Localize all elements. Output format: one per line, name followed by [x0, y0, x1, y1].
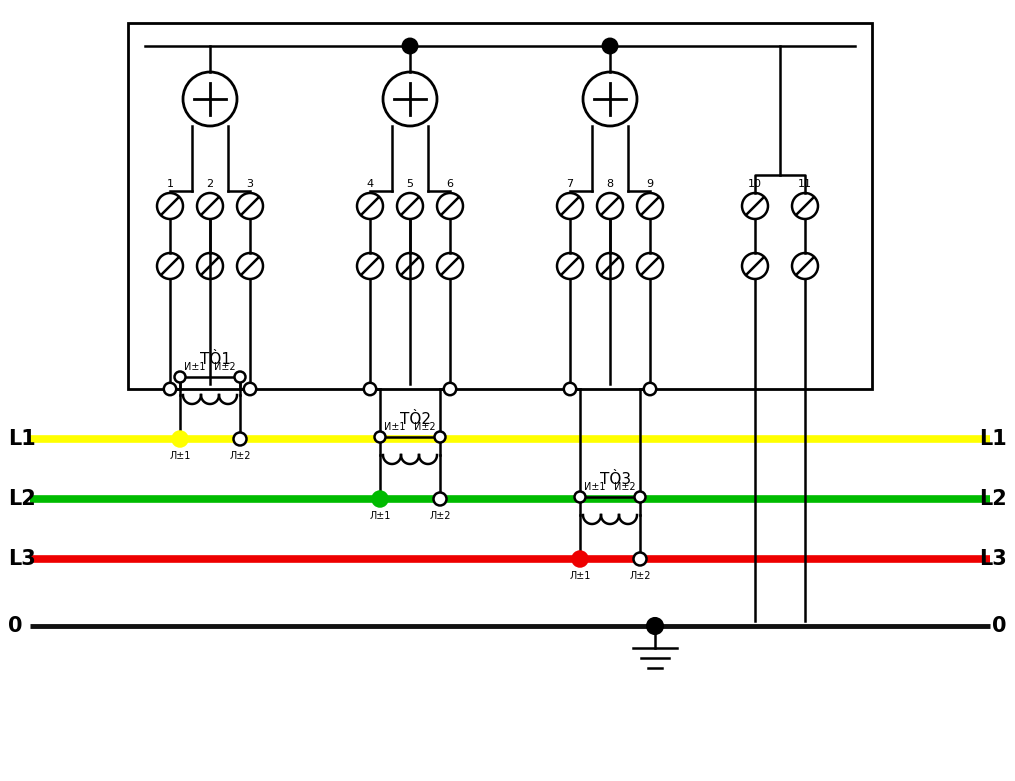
- Text: Л±2: Л±2: [229, 451, 251, 461]
- Text: 8: 8: [606, 179, 613, 189]
- Text: ТÒ3: ТÒ3: [601, 472, 631, 487]
- Text: И±1: И±1: [584, 482, 606, 492]
- Text: И±2: И±2: [414, 422, 436, 432]
- Circle shape: [244, 383, 256, 395]
- Text: 1: 1: [166, 179, 174, 189]
- Text: 10: 10: [748, 179, 762, 189]
- Text: И±1: И±1: [184, 362, 205, 372]
- Text: ТÒ1: ТÒ1: [201, 352, 231, 367]
- Bar: [128, 23, 872, 389]
- Text: Л±1: Л±1: [170, 451, 191, 461]
- Circle shape: [563, 383, 577, 395]
- Circle shape: [403, 39, 417, 53]
- Text: 4: 4: [366, 179, 374, 189]
- Text: L2: L2: [979, 489, 1007, 509]
- Text: Л±2: Л±2: [429, 511, 451, 521]
- Text: 2: 2: [206, 179, 213, 189]
- Text: L1: L1: [979, 429, 1007, 449]
- Text: 3: 3: [247, 179, 254, 189]
- Circle shape: [574, 491, 586, 502]
- Circle shape: [444, 383, 456, 395]
- Circle shape: [633, 552, 647, 565]
- Text: ТÒ2: ТÒ2: [401, 412, 431, 427]
- Text: 0: 0: [8, 616, 22, 636]
- Circle shape: [648, 619, 663, 634]
- Text: Л±1: Л±1: [569, 571, 591, 581]
- Text: Л±1: Л±1: [369, 511, 391, 521]
- Circle shape: [603, 39, 617, 53]
- Text: L3: L3: [979, 549, 1007, 569]
- Circle shape: [233, 433, 247, 445]
- Circle shape: [433, 493, 447, 505]
- Circle shape: [173, 431, 188, 447]
- Circle shape: [434, 431, 446, 443]
- Circle shape: [234, 372, 246, 383]
- Text: Л±2: Л±2: [629, 571, 651, 581]
- Text: И±2: И±2: [214, 362, 236, 372]
- Text: L3: L3: [8, 549, 36, 569]
- Circle shape: [175, 372, 186, 383]
- Text: 5: 5: [406, 179, 413, 189]
- Text: 6: 6: [447, 179, 454, 189]
- Circle shape: [375, 431, 386, 443]
- Circle shape: [644, 383, 657, 395]
- Circle shape: [634, 491, 646, 502]
- Text: L1: L1: [8, 429, 36, 449]
- Text: 9: 9: [647, 179, 654, 189]
- Text: 11: 11: [798, 179, 812, 189]
- Circle shape: [572, 551, 588, 566]
- Circle shape: [373, 491, 388, 507]
- Text: И±2: И±2: [614, 482, 636, 492]
- Text: 7: 7: [566, 179, 573, 189]
- Circle shape: [363, 383, 377, 395]
- Text: И±1: И±1: [384, 422, 406, 432]
- Text: L2: L2: [8, 489, 36, 509]
- Circle shape: [163, 383, 177, 395]
- Text: 0: 0: [993, 616, 1007, 636]
